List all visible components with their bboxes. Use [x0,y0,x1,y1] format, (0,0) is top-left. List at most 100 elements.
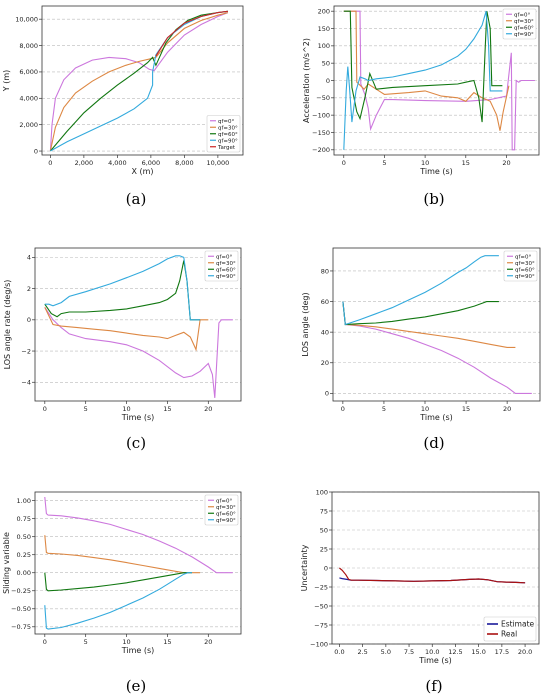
legend-label: qf=60° [216,511,236,517]
y-tick-label: −25 [314,583,328,591]
legend-label: qf=90° [216,518,236,524]
legend-label: qf=0° [216,498,233,504]
legend: qf=0°qf=30°qf=60°qf=90° [502,8,537,40]
y-axis-label: Uncertainty [300,544,309,591]
y-tick-label: 2,000 [19,121,38,129]
x-tick-label: 15 [163,638,171,646]
legend-label: Target [217,145,236,151]
series-line-c-0 [44,306,233,398]
y-tick-label: −50 [316,94,330,102]
y-tick-label: −150 [312,129,330,137]
series-line-b-3 [343,11,503,150]
axes-frame [34,491,242,635]
legend-label: qf=90° [514,32,534,38]
series-line-d-2 [342,301,499,326]
legend-label: qf=30° [218,125,238,131]
x-tick-label: 15 [462,405,470,413]
panel-caption: (e) [126,677,147,695]
series-line-b-1 [343,10,510,131]
axes-frame [34,247,242,402]
x-tick-label: 10 [122,638,130,646]
y-tick-label: 200 [318,7,330,15]
x-tick-label: 20 [204,638,212,646]
series-line-d-3 [342,255,499,326]
panel-b-acceleration: 0 5 10 15 20 −200 −150 −100 −50 0 50 100 150 200 Time … [302,5,540,208]
legend-label: qf=30° [515,261,535,267]
x-tick-label: 10.0 [425,648,439,656]
series-line-e-1 [44,535,201,574]
series-line-a-4 [155,10,228,57]
y-tick-label: 4,000 [19,95,38,103]
panel-caption: (d) [423,434,444,452]
y-tick-label: −200 [312,146,330,154]
y-tick-label: −0.50 [11,605,31,613]
x-tick-label: 12.5 [448,648,462,656]
series-line-a-0 [49,12,229,152]
panel-a-trajectory: 0 2,000 4,000 6,000 8,000 10,000 0 2,000 4,000 6,… [2,5,244,208]
panel-f-uncertainty: 0.0 2.5 5.0 7.5 10.0 12.5 15.0 17.5 20.0 −100 −75 −… [300,488,540,695]
x-tick-label: 6,000 [142,159,161,167]
x-tick-label: 0 [43,638,47,646]
y-tick-label: 6,000 [19,68,38,76]
legend-label: qf=0° [218,119,235,125]
x-tick-label: 2.5 [357,648,367,656]
legend: qf=0°qf=30°qf=60°qf=90° [204,250,239,282]
x-tick-label: 5 [382,405,386,413]
y-tick-label: 150 [318,25,330,33]
y-tick-label: 20 [321,359,329,367]
x-tick-label: 7.5 [404,648,414,656]
x-tick-label: 0 [48,159,52,167]
y-tick-label: 40 [321,328,329,336]
x-tick-label: 5 [382,159,386,167]
legend-label: Estimate [501,620,535,629]
series-line-d-1 [342,301,516,348]
x-tick-label: 20 [502,159,510,167]
x-tick-label: 20 [204,405,212,413]
x-axis-label: Time (s) [121,413,155,422]
x-tick-label: 17.5 [495,648,509,656]
x-tick-label: 10,000 [207,159,230,167]
panel-e-sliding-variable: 0 5 10 15 20 −0.75 −0.50 −0.25 0.00 0.25 0.50 0.75 1… [2,491,242,695]
x-axis-label: Time (s) [121,646,155,655]
legend-label: qf=60° [514,25,534,31]
y-tick-label: −75 [314,621,328,629]
x-tick-label: 20 [503,405,511,413]
y-tick-label: 1.00 [17,497,31,505]
legend-label: qf=0° [216,254,233,260]
legend-box [483,616,537,642]
axes-frame [41,5,244,156]
legend-label: qf=0° [515,254,532,260]
series-line-e-3 [44,572,192,630]
y-tick-label: −2 [21,347,31,355]
x-tick-label: 5.0 [381,648,391,656]
legend-box [204,494,239,526]
y-axis-label: Acceleration (m/s^2) [302,38,311,123]
y-tick-label: −100 [312,111,330,119]
legend-label: qf=0° [514,12,531,18]
legend-label: qf=30° [216,505,236,511]
x-tick-label: 15.0 [471,648,485,656]
y-tick-label: 75 [320,507,328,515]
legend: qf=0°qf=30°qf=60°qf=90°Target [206,115,241,153]
y-tick-label: 0 [325,390,329,398]
y-tick-label: 0 [34,147,38,155]
legend-label: Real [501,630,517,639]
legend-label: qf=60° [515,267,535,273]
series-line-c-3 [44,255,201,321]
y-axis-label: LOS angle (deg) [301,292,310,356]
series-line-c-1 [44,307,209,352]
x-tick-label: 0.0 [334,648,344,656]
y-tick-label: 100 [318,42,330,50]
panel-caption: (a) [126,190,147,208]
legend-box [502,8,537,40]
x-tick-label: 15 [462,159,470,167]
x-tick-label: 10 [421,405,429,413]
series-line-e-0 [44,496,233,574]
y-tick-label: 60 [321,298,329,306]
y-tick-label: 0 [27,316,31,324]
y-tick-label: −4 [21,379,31,387]
legend-label: qf=90° [515,274,535,280]
x-tick-label: 5 [84,638,88,646]
